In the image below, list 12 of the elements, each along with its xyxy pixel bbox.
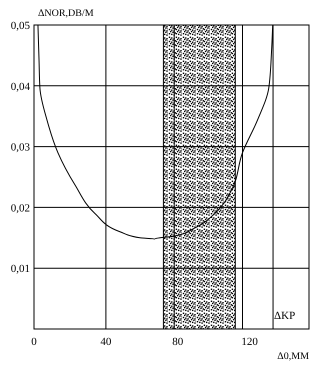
y-tick-label: 0,05 — [10, 20, 30, 32]
y-tick-label: 0,02 — [10, 202, 30, 214]
x-axis-title: Δ0,MM — [277, 351, 310, 362]
ref-line-label: ΔKP — [274, 310, 296, 322]
y-tick-label: 0,04 — [10, 80, 30, 93]
x-tick-label: 0 — [31, 336, 38, 348]
x-tick-label: 40 — [100, 336, 112, 348]
y-tick-label: 0,01 — [10, 263, 30, 276]
x-tick-label: 80 — [172, 336, 184, 348]
x-tick-label: 120 — [241, 336, 258, 348]
y-axis-title: ΔNOR,DB/M — [38, 8, 94, 19]
y-tick-label: 0,03 — [10, 142, 30, 154]
